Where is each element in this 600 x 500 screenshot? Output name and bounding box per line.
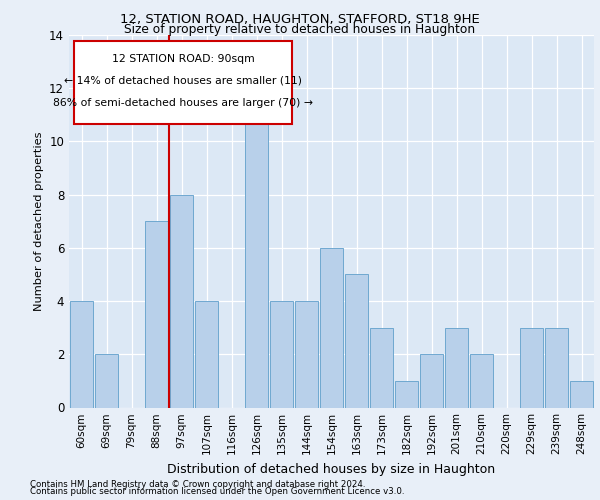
Bar: [194, 301, 218, 408]
Bar: [70, 301, 94, 408]
Y-axis label: Number of detached properties: Number of detached properties: [34, 132, 44, 311]
Text: 12, STATION ROAD, HAUGHTON, STAFFORD, ST18 9HE: 12, STATION ROAD, HAUGHTON, STAFFORD, ST…: [120, 12, 480, 26]
X-axis label: Distribution of detached houses by size in Haughton: Distribution of detached houses by size …: [167, 463, 496, 476]
Bar: [269, 301, 293, 408]
Bar: [295, 301, 319, 408]
Text: Contains HM Land Registry data © Crown copyright and database right 2024.: Contains HM Land Registry data © Crown c…: [30, 480, 365, 489]
Bar: [470, 354, 493, 408]
Text: 12 STATION ROAD: 90sqm: 12 STATION ROAD: 90sqm: [112, 54, 254, 64]
Bar: [245, 62, 268, 408]
Bar: [145, 222, 169, 408]
Bar: [320, 248, 343, 408]
Bar: [344, 274, 368, 407]
Bar: [520, 328, 544, 407]
Bar: [569, 381, 593, 407]
Text: ← 14% of detached houses are smaller (11): ← 14% of detached houses are smaller (11…: [64, 76, 302, 86]
Bar: [95, 354, 118, 408]
Bar: [545, 328, 568, 407]
Bar: [445, 328, 469, 407]
Bar: [370, 328, 394, 407]
FancyBboxPatch shape: [74, 40, 292, 124]
Bar: [419, 354, 443, 408]
Text: Size of property relative to detached houses in Haughton: Size of property relative to detached ho…: [124, 22, 476, 36]
Text: 86% of semi-detached houses are larger (70) →: 86% of semi-detached houses are larger (…: [53, 98, 313, 108]
Bar: [395, 381, 418, 407]
Bar: [170, 194, 193, 408]
Text: Contains public sector information licensed under the Open Government Licence v3: Contains public sector information licen…: [30, 488, 404, 496]
